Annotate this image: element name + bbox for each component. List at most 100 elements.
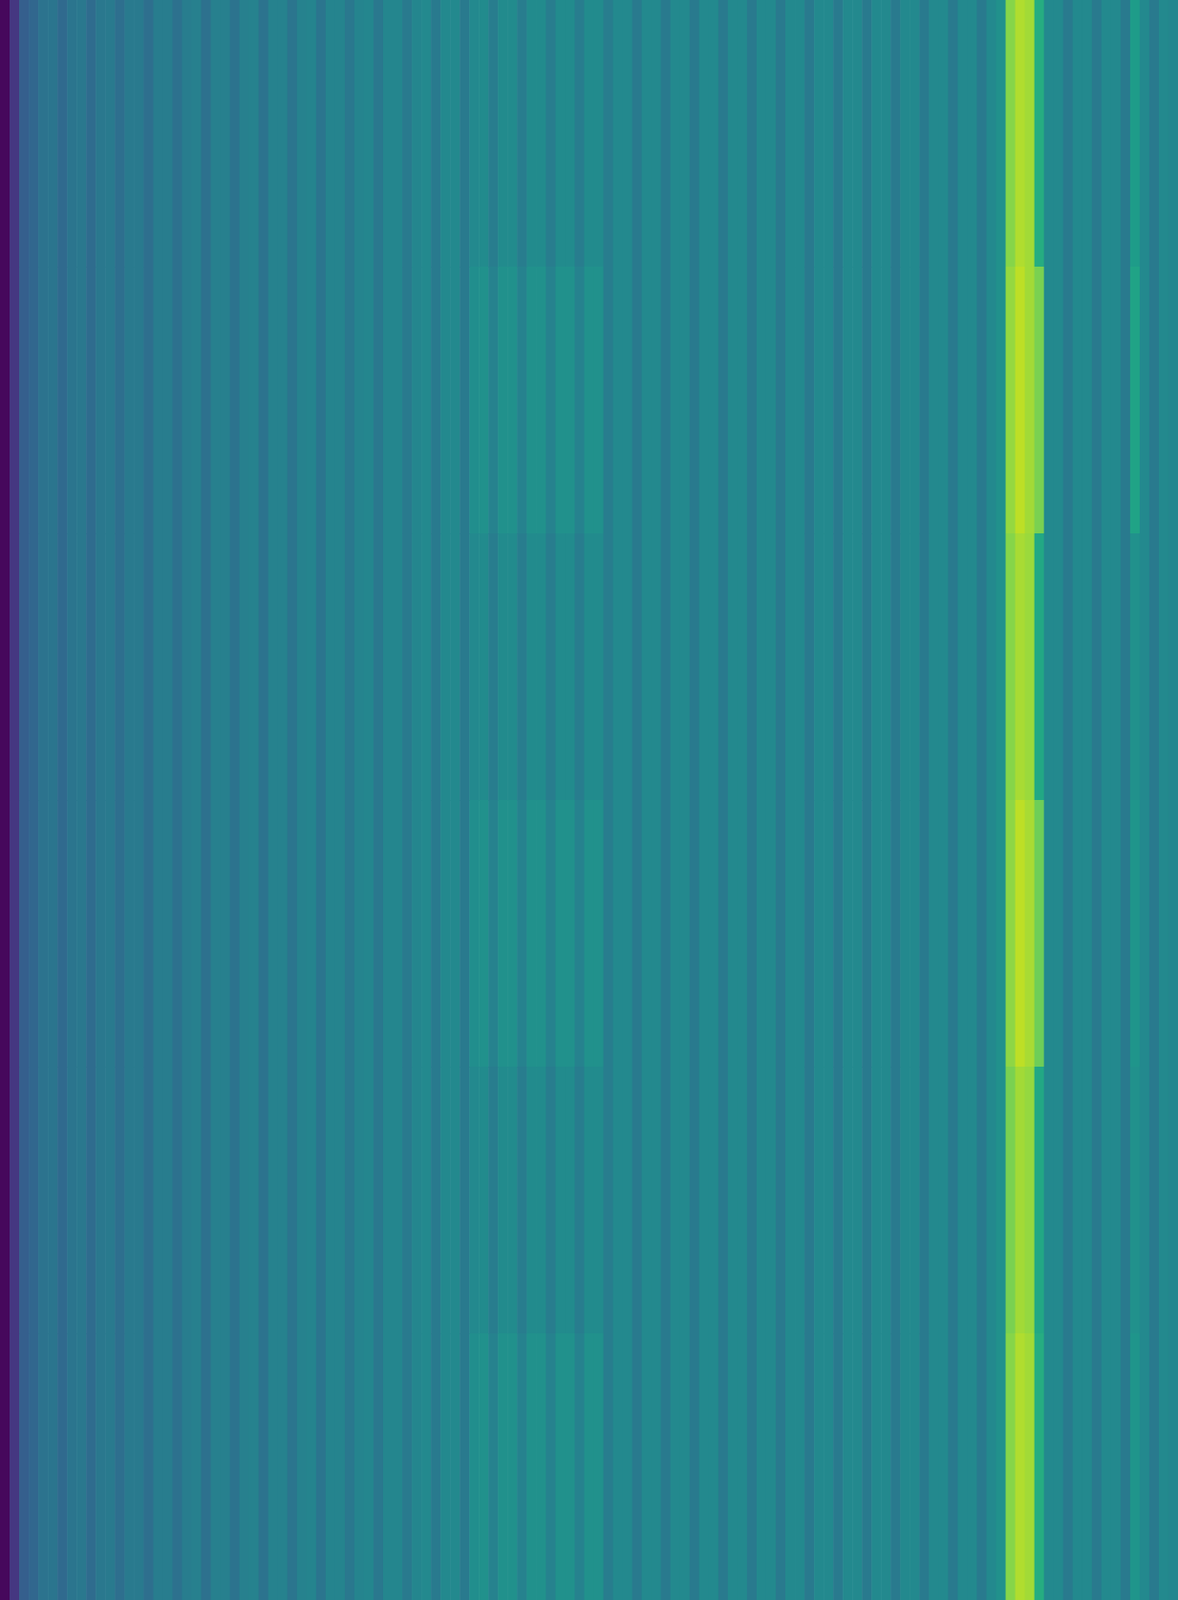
heatmap-cell [344, 799, 356, 1068]
heatmap-cell [689, 0, 701, 268]
heatmap-cell [775, 533, 787, 801]
heatmap-cell [287, 1332, 299, 1600]
heatmap-cell [162, 1332, 173, 1600]
heatmap-cell [890, 533, 901, 801]
heatmap-cell [28, 1066, 40, 1334]
heatmap-cell [583, 1332, 595, 1600]
heatmap-cell [191, 799, 202, 1068]
heatmap-cell [1168, 1066, 1178, 1334]
heatmap-cell [402, 1332, 413, 1600]
heatmap-cell [976, 533, 987, 801]
heatmap-cell [325, 266, 337, 535]
heatmap-cell [469, 0, 480, 268]
heatmap-cell [335, 1066, 346, 1334]
heatmap-cell [1006, 1332, 1017, 1600]
heatmap-cell [114, 266, 126, 535]
heatmap-cell [239, 533, 251, 801]
heatmap-cell [258, 533, 270, 801]
heatmap-cell [469, 266, 480, 535]
heatmap-cell [268, 799, 279, 1068]
heatmap-cell [1082, 799, 1093, 1068]
heatmap-cell [966, 799, 978, 1068]
heatmap-cell [0, 266, 11, 535]
heatmap-cell [1053, 266, 1065, 535]
heatmap-cell [909, 1066, 921, 1334]
heatmap-cell [402, 533, 413, 801]
heatmap-cell [57, 1066, 68, 1334]
heatmap-cell [411, 799, 423, 1068]
heatmap-cell [516, 1066, 528, 1334]
heatmap-cell [613, 1332, 624, 1600]
heatmap-cell [919, 799, 930, 1068]
heatmap-cell [488, 266, 499, 535]
heatmap-cell [594, 1332, 605, 1600]
heatmap-cell [402, 1066, 413, 1334]
heatmap-cell [258, 1066, 270, 1334]
heatmap-cell [928, 533, 940, 801]
heatmap-cell [813, 0, 825, 268]
heatmap-cell [555, 1332, 566, 1600]
heatmap-cell [364, 799, 375, 1068]
heatmap-cell [239, 1066, 251, 1334]
heatmap-cell [124, 266, 135, 535]
heatmap-cell [469, 533, 480, 801]
heatmap-cell [124, 1332, 135, 1600]
heatmap-cell [411, 0, 423, 268]
heatmap-cell [661, 1332, 672, 1600]
heatmap-cell [785, 1066, 796, 1334]
heatmap-cell [708, 799, 720, 1068]
heatmap-cell [364, 266, 375, 535]
heatmap-cell [230, 799, 241, 1068]
heatmap-cell [861, 799, 873, 1068]
heatmap-cell [516, 0, 528, 268]
heatmap-cell [1082, 0, 1093, 268]
heatmap-cell [1158, 0, 1170, 268]
heatmap-cell [201, 0, 213, 268]
heatmap-cell [297, 0, 308, 268]
heatmap-cell [996, 799, 1007, 1068]
heatmap-cell [258, 266, 270, 535]
heatmap-cell [430, 266, 442, 535]
heatmap-cell [526, 799, 537, 1068]
heatmap-cell [191, 533, 202, 801]
heatmap-cell [938, 0, 949, 268]
heatmap-cell [392, 0, 404, 268]
heatmap-cell [1082, 1066, 1093, 1334]
heatmap-cell [957, 0, 968, 268]
heatmap-cell [957, 1066, 968, 1334]
heatmap-cell [114, 1332, 126, 1600]
heatmap-cell [861, 266, 873, 535]
heatmap-cell [813, 1332, 825, 1600]
heatmap-cell [594, 1066, 605, 1334]
heatmap-cell [211, 1332, 222, 1600]
heatmap-cell [1034, 533, 1046, 801]
heatmap-cell [171, 1332, 183, 1600]
heatmap-cell [1044, 266, 1055, 535]
heatmap-cell [545, 533, 557, 801]
heatmap-cell [105, 266, 116, 535]
heatmap-cell [1015, 799, 1027, 1068]
heatmap-cell [603, 1066, 615, 1334]
heatmap-cell [737, 266, 749, 535]
heatmap-cell [162, 1066, 173, 1334]
heatmap-cell [1063, 0, 1074, 268]
heatmap-cell [325, 1332, 337, 1600]
heatmap-cell [392, 533, 404, 801]
heatmap-cell [507, 0, 518, 268]
heatmap-cell [1092, 1066, 1103, 1334]
heatmap-cell [1044, 0, 1055, 268]
heatmap-cell [191, 1066, 202, 1334]
heatmap-cell [1139, 266, 1151, 535]
heatmap-cell [928, 1066, 940, 1334]
heatmap-cell [459, 0, 471, 268]
heatmap-cell [880, 533, 892, 801]
heatmap-cell [890, 0, 901, 268]
heatmap-cell [478, 1066, 490, 1334]
heatmap-cell [1015, 266, 1027, 535]
heatmap-cell [316, 1066, 327, 1334]
heatmap-cell [564, 266, 576, 535]
heatmap-cell [756, 266, 768, 535]
heatmap-cell [230, 1066, 241, 1334]
heatmap-cell [1072, 266, 1084, 535]
heatmap-cell [1025, 1066, 1036, 1334]
